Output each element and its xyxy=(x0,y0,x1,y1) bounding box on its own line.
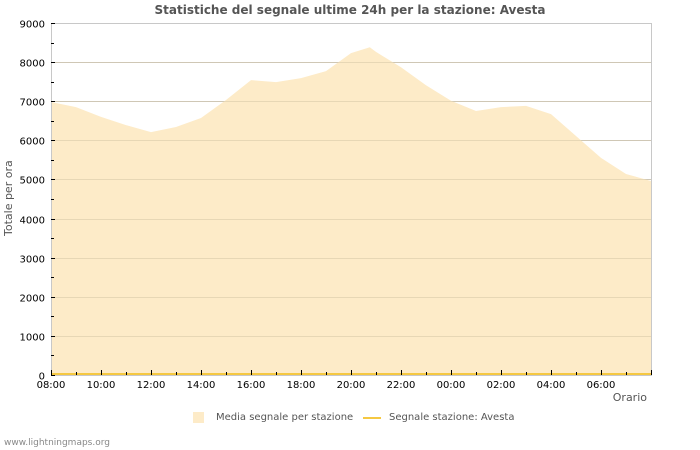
x-axis-title: Orario xyxy=(613,391,648,404)
area-swatch-icon xyxy=(193,412,204,423)
svg-text:10:00: 10:00 xyxy=(87,380,116,391)
svg-text:9000: 9000 xyxy=(20,20,45,31)
svg-text:04:00: 04:00 xyxy=(537,380,566,391)
legend-item-average[interactable]: Media segnale per stazione xyxy=(193,412,353,423)
y-axis: 0 1000 2000 3000 4000 5000 6000 7000 8000 9000 xyxy=(20,20,55,383)
svg-text:14:00: 14:00 xyxy=(187,380,216,391)
svg-text:4000: 4000 xyxy=(20,216,45,227)
gridlines-overlay xyxy=(51,23,651,337)
svg-text:02:00: 02:00 xyxy=(487,380,516,391)
watermark-link[interactable]: www.lightningmaps.org xyxy=(4,438,110,448)
svg-text:20:00: 20:00 xyxy=(337,380,366,391)
svg-text:0: 0 xyxy=(39,372,45,383)
svg-text:8000: 8000 xyxy=(20,59,45,70)
legend-label: Media segnale per stazione xyxy=(216,412,354,423)
chart-title: Statistiche del segnale ultime 24h per l… xyxy=(154,3,546,17)
svg-text:16:00: 16:00 xyxy=(237,380,266,391)
average-signal-area xyxy=(51,47,651,375)
svg-text:2000: 2000 xyxy=(20,294,45,305)
legend-item-station[interactable]: Segnale stazione: Avesta xyxy=(363,412,514,423)
svg-text:3000: 3000 xyxy=(20,255,45,266)
svg-text:18:00: 18:00 xyxy=(287,380,316,391)
svg-text:7000: 7000 xyxy=(20,98,45,109)
y-axis-title: Totale per ora xyxy=(2,160,15,237)
svg-text:1000: 1000 xyxy=(20,333,45,344)
svg-text:12:00: 12:00 xyxy=(137,380,166,391)
svg-text:5000: 5000 xyxy=(20,176,45,187)
svg-text:00:00: 00:00 xyxy=(437,380,466,391)
svg-text:08:00: 08:00 xyxy=(37,380,66,391)
svg-text:22:00: 22:00 xyxy=(387,380,416,391)
svg-text:6000: 6000 xyxy=(20,137,45,148)
legend-label: Segnale stazione: Avesta xyxy=(389,412,515,423)
legend: Media segnale per stazione Segnale stazi… xyxy=(0,412,700,428)
x-axis: 08:00 10:00 12:00 14:00 16:00 18:00 20:00 22:00… xyxy=(37,370,652,391)
svg-text:06:00: 06:00 xyxy=(587,380,616,391)
line-swatch-icon xyxy=(363,416,381,419)
